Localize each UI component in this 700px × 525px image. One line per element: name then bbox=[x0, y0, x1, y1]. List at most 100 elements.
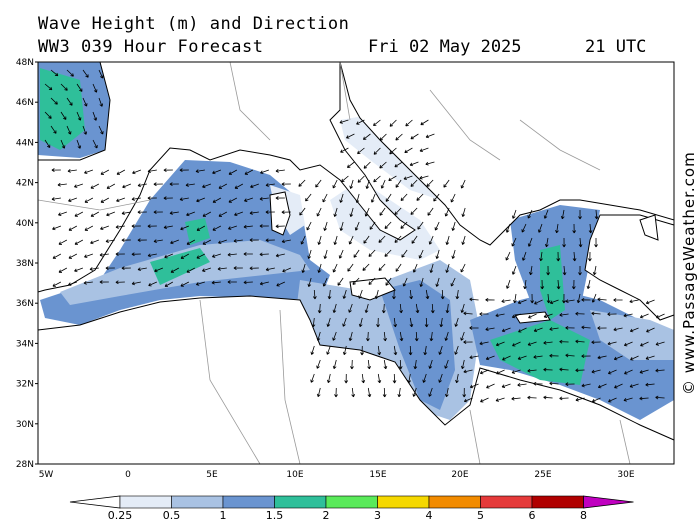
wave-direction-arrow bbox=[233, 266, 243, 270]
wave-direction-arrow bbox=[68, 197, 77, 203]
wave-direction-arrow bbox=[401, 249, 408, 258]
watermark: © www.PassageWeather.com bbox=[680, 151, 698, 395]
wave-direction-arrow bbox=[383, 331, 387, 342]
wave-direction-arrow bbox=[218, 183, 228, 189]
wave-direction-arrow bbox=[332, 331, 337, 341]
wave-direction-arrow bbox=[594, 209, 599, 220]
wave-direction-arrow bbox=[327, 289, 332, 300]
wave-direction-arrow bbox=[348, 303, 353, 313]
wave-direction-arrow bbox=[395, 179, 402, 188]
wave-direction-arrow bbox=[378, 235, 386, 243]
western-europe-land bbox=[37, 61, 416, 293]
wave-direction-arrow bbox=[326, 345, 331, 355]
wave-direction-arrow bbox=[543, 340, 553, 345]
wave-direction-arrow bbox=[407, 373, 412, 384]
legend-label: 2 bbox=[323, 509, 330, 522]
wave-direction-arrow bbox=[607, 341, 617, 346]
wave-direction-arrow bbox=[339, 221, 344, 231]
wave-direction-arrow bbox=[393, 317, 398, 328]
wave-direction-arrow bbox=[655, 395, 665, 400]
wave-direction-arrow bbox=[613, 327, 623, 332]
wave-direction-arrow bbox=[575, 397, 585, 402]
wave-direction-arrow bbox=[381, 303, 386, 314]
lon-tick-label: 15E bbox=[369, 470, 386, 480]
wave-direction-arrow bbox=[379, 133, 387, 141]
wave-direction-arrow bbox=[540, 279, 545, 290]
forecast-time: 21 UTC bbox=[585, 37, 647, 57]
wave-direction-arrow bbox=[543, 395, 553, 400]
wave-direction-arrow bbox=[656, 313, 665, 319]
wave-direction-arrow bbox=[332, 303, 337, 313]
wave-direction-arrow bbox=[409, 289, 413, 300]
wave-direction-arrow bbox=[511, 313, 521, 319]
wave-direction-arrow bbox=[549, 353, 559, 358]
wave-direction-arrow bbox=[179, 168, 189, 173]
wave-direction-arrow bbox=[411, 235, 418, 244]
wave-direction-arrow bbox=[66, 69, 74, 77]
wave-direction-arrow bbox=[511, 396, 521, 401]
wave-direction-arrow bbox=[74, 239, 84, 245]
wave-direction-arrow bbox=[463, 397, 473, 403]
wave-direction-arrow bbox=[543, 367, 553, 372]
wave-direction-arrow bbox=[350, 359, 354, 370]
wave-direction-arrow bbox=[377, 373, 382, 384]
balkans-land bbox=[339, 61, 675, 246]
wave-direction-arrow bbox=[523, 279, 527, 290]
wave-direction-arrow bbox=[218, 211, 228, 217]
wave-direction-arrow bbox=[409, 161, 419, 167]
wave-direction-arrow bbox=[316, 207, 322, 217]
wave-direction-arrow bbox=[533, 381, 543, 386]
wave-direction-arrow bbox=[565, 353, 575, 358]
wave-direction-arrow bbox=[51, 168, 61, 172]
wave-direction-arrow bbox=[50, 97, 58, 105]
wave-direction-arrow bbox=[44, 139, 51, 148]
wave-direction-arrow bbox=[416, 193, 424, 201]
wave-direction-arrow bbox=[365, 331, 370, 342]
sardinia-corsica bbox=[269, 191, 291, 236]
wave-direction-arrow bbox=[527, 368, 537, 373]
wave-direction-arrow bbox=[394, 161, 403, 168]
wave-direction-arrow bbox=[90, 211, 100, 217]
legend-label: 8 bbox=[580, 509, 587, 522]
legend-label: 1 bbox=[220, 509, 227, 522]
wave-direction-arrow bbox=[98, 97, 104, 107]
sicily bbox=[349, 277, 396, 301]
wave-direction-arrow bbox=[578, 209, 582, 220]
legend-color-swatch bbox=[274, 495, 327, 509]
lat-tick-label: 32N bbox=[16, 380, 34, 390]
wave-direction-arrow bbox=[630, 355, 639, 361]
wave-direction-arrow bbox=[629, 383, 639, 388]
wave-direction-arrow bbox=[581, 383, 591, 388]
wave-direction-arrow bbox=[185, 183, 195, 187]
wave-direction-arrow bbox=[368, 277, 376, 285]
wave-direction-arrow bbox=[212, 169, 222, 175]
wave-direction-arrow bbox=[305, 193, 312, 202]
wave-direction-arrow bbox=[546, 265, 551, 276]
wave-direction-arrow bbox=[92, 83, 98, 93]
wave-direction-arrow bbox=[415, 303, 420, 314]
wave-direction-arrow bbox=[115, 225, 125, 229]
wave-direction-arrow bbox=[592, 265, 597, 276]
wave-direction-arrow bbox=[412, 387, 417, 397]
wave-direction-arrow bbox=[131, 281, 141, 286]
wave-direction-arrow bbox=[428, 387, 433, 397]
wave-direction-arrow bbox=[479, 341, 489, 346]
wave-direction-arrow bbox=[317, 263, 322, 273]
chart-title: Wave Height (m) and Direction bbox=[38, 14, 350, 34]
forecast-model: WW3 039 Hour Forecast bbox=[38, 37, 264, 57]
wave-direction-arrow bbox=[218, 239, 227, 244]
wave-direction-arrow bbox=[116, 197, 125, 203]
wave-direction-arrow bbox=[479, 369, 489, 375]
wave-direction-arrow bbox=[460, 359, 465, 370]
wave-direction-arrow bbox=[137, 183, 147, 188]
longitude-labels: 5W 0 5E 10E 15E 20E 25E 30E bbox=[39, 470, 635, 480]
wave-direction-arrow bbox=[44, 83, 53, 91]
wave-direction-arrow bbox=[137, 210, 147, 215]
wave-direction-arrow bbox=[322, 277, 328, 287]
wave-direction-arrow bbox=[326, 317, 331, 327]
wave-direction-arrow bbox=[629, 327, 639, 333]
wave-direction-arrow bbox=[282, 267, 292, 273]
wave-direction-arrow bbox=[506, 279, 511, 289]
wave-direction-arrow bbox=[44, 111, 52, 119]
wave-direction-arrow bbox=[549, 299, 559, 305]
